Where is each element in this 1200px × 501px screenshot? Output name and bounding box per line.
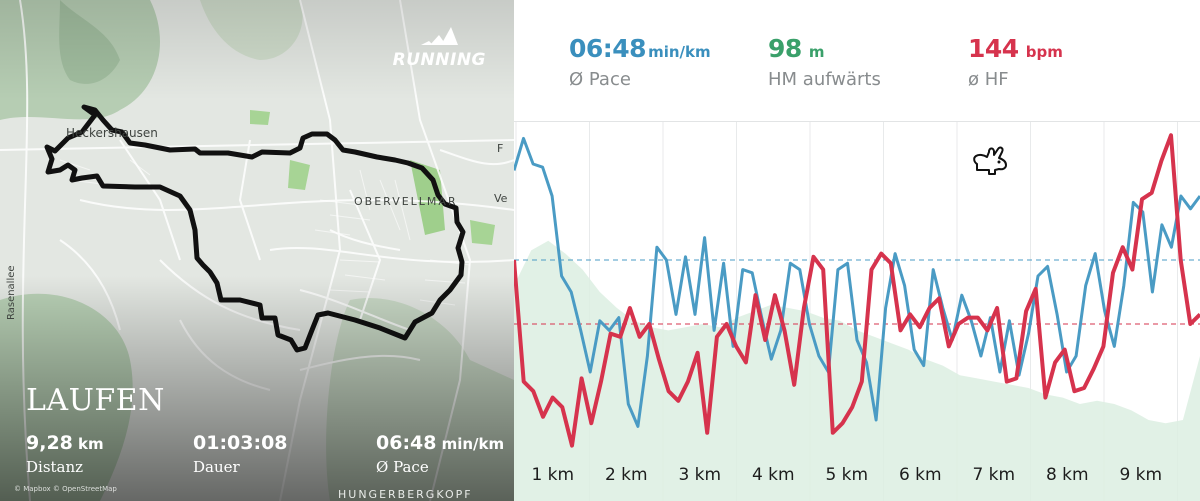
x-tick-label: 6 km	[899, 465, 942, 485]
metric-value: 144	[968, 34, 1019, 63]
metric-value: 98	[768, 34, 802, 63]
x-tick-label: 1 km	[531, 465, 574, 485]
x-tick-label: 5 km	[825, 465, 868, 485]
metric-label: Ø Pace	[569, 69, 631, 90]
heart-rate-series-line	[514, 133, 1200, 448]
stat-distance: 9,28 km Distanz	[26, 432, 104, 476]
place-label: Heckershausen	[66, 126, 158, 140]
brand-label: RUNNING	[392, 50, 486, 70]
x-tick-label: 8 km	[1046, 465, 1089, 485]
brand-logo: RUNNING	[393, 24, 486, 70]
map-canvas[interactable]	[0, 0, 514, 501]
activity-title: LAUFEN	[26, 383, 165, 418]
three-stripes-icon	[421, 27, 459, 45]
rabbit-icon[interactable]	[973, 146, 1007, 175]
x-tick-label: 2 km	[605, 465, 648, 485]
stat-label: Distanz	[26, 458, 84, 476]
place-label: Ve	[494, 192, 508, 205]
stat-unit: km	[77, 435, 104, 453]
stat-label: Dauer	[193, 458, 240, 476]
stat-pace: 06:48 min/km Ø Pace	[376, 432, 504, 476]
stat-unit: min/km	[441, 435, 505, 453]
stat-value: 01:03:08	[193, 432, 288, 454]
pace-series-line	[514, 136, 1200, 428]
metric-unit: min/km	[648, 43, 711, 61]
stat-duration: 01:03:08 Dauer	[193, 432, 288, 476]
street-label: Rasenallee	[6, 265, 17, 320]
x-tick-label: 9 km	[1119, 465, 1162, 485]
map-attribution[interactable]: © Mapbox © OpenStreetMap	[14, 485, 117, 493]
route-map[interactable]: Heckershausen OBERVELLMAR HUNGERBERGKOPF…	[0, 0, 514, 501]
metric-heart-rate: 144 bpm ø HF	[968, 34, 1063, 90]
place-label: F	[497, 142, 504, 155]
stat-value: 9,28	[26, 432, 73, 454]
header-divider	[514, 121, 1200, 122]
activity-chart-panel: 06:48 min/km Ø Pace 98 m HM aufwärts 144 …	[514, 0, 1200, 501]
stat-label: Ø Pace	[376, 458, 429, 476]
metric-label: HM aufwärts	[768, 69, 881, 90]
activity-line-chart[interactable]: 1 km 2 km 3 km 4 km 5 km 6 km 7 km 8 km 9 km	[514, 122, 1200, 501]
metric-pace: 06:48 min/km Ø Pace	[569, 34, 711, 90]
metric-label: ø HF	[968, 69, 1009, 90]
metric-value: 06:48	[569, 34, 647, 63]
stat-value: 06:48	[376, 432, 437, 454]
x-tick-label: 4 km	[752, 465, 795, 485]
x-tick-label: 7 km	[972, 465, 1015, 485]
elevation-area	[514, 240, 1200, 501]
metric-unit: bpm	[1025, 43, 1063, 61]
metric-elevation: 98 m HM aufwärts	[768, 34, 881, 90]
place-label: OBERVELLMAR	[354, 195, 458, 208]
metric-unit: m	[808, 43, 825, 61]
x-tick-label: 3 km	[678, 465, 721, 485]
place-label: HUNGERBERGKOPF	[338, 488, 473, 501]
